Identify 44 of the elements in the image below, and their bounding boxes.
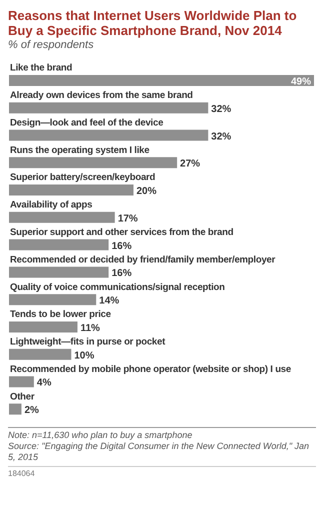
bar [9,404,22,415]
bar [9,294,96,306]
bar [9,348,72,360]
text: 184064 [8,469,316,478]
y-tick-label: Recommended or decided by friend/family member/employer [10,254,276,266]
y-tick-label: Other [10,391,35,402]
data-label: 20% [136,186,157,198]
bar [9,130,208,141]
data-label: 2% [24,405,40,416]
bar [9,184,134,196]
bar [9,157,178,168]
y-tick-label: Quality of voice communications/signal reception [10,282,226,293]
bar [9,376,34,388]
chart-title: Reasons that Internet Users Worldwide Plan to Buy a Specific Smartphone Brand, Nov 2014 [8,8,298,38]
data-label: 16% [112,240,132,252]
data-label: 11% [80,322,100,334]
y-tick-label: Design—look and feel of the device [10,117,164,128]
y-tick-label: Recommended by mobile phone operator (website or shop) I use [10,364,291,375]
y-tick-label: Already own devices from the same brand [10,90,194,102]
data-label: 14% [99,296,120,307]
data-label: 32% [211,131,232,142]
y-tick-label: Tends to be lower price [10,309,111,320]
data-label: 10% [74,350,94,362]
data-label: 27% [180,158,200,170]
y-tick-label: Like the brand [10,62,73,74]
y-tick-label: Superior support and other services from the brand [10,227,234,238]
data-label: 49% [290,76,312,88]
y-tick-label: Lightweight—fits in purse or pocket [10,336,166,348]
data-label: 16% [112,268,132,280]
data-label: 4% [36,378,52,389]
bar [9,75,314,86]
y-tick-label: Runs the operating system I like [10,144,150,156]
source-note: Source: "Engaging the Digital Consumer in the New Connected World," Jan 5, 2015 [8,441,310,463]
bar [9,212,115,223]
bar [9,239,109,250]
text: Note: n=11,630 who plan to buy a smartphone [8,430,194,441]
chart-subtitle: % of respondents [8,39,95,51]
bar [9,266,109,278]
bar [9,321,78,332]
y-tick-label: Superior battery/screen/keyboard [10,172,156,184]
data-label: 17% [118,213,138,224]
bar [9,102,208,114]
data-label: 32% [211,104,232,115]
y-tick-label: Availability of apps [10,200,92,211]
